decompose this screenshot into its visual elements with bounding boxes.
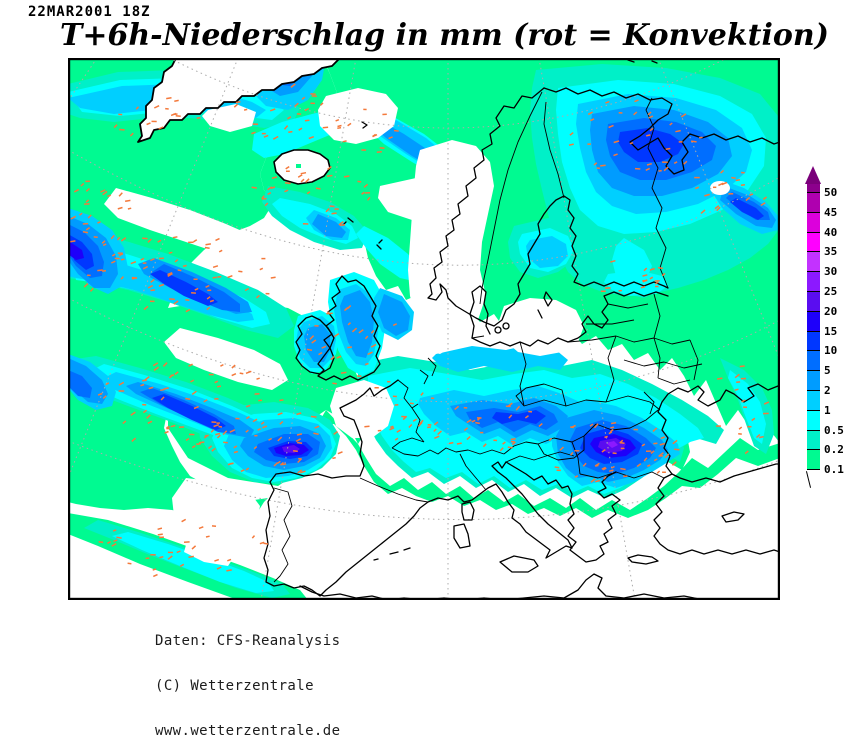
legend-value-label: 15 (824, 326, 837, 337)
page-title: T+6h-Niederschlag in mm (rot = Konvektio… (60, 18, 788, 53)
legend-overflow-arrow-icon (805, 166, 821, 184)
legend-segment (807, 292, 820, 311)
legend-value-label: 50 (824, 187, 837, 198)
legend-value-label: 30 (824, 266, 837, 277)
weather-map-page: { "header": { "datetime": "22MAR2001 18Z… (0, 0, 850, 657)
footer-copyright: (C) Wetterzentrale (155, 679, 340, 694)
legend-segment (807, 351, 820, 370)
legend-segment (807, 450, 820, 469)
legend-segment (807, 213, 820, 232)
legend-value-label: 35 (824, 246, 837, 257)
color-scale-legend: 50 45 40 35 30 25 20 15 10 5 2 1 0.5 0.2 0.1 (790, 158, 850, 503)
legend-tail-line (806, 471, 811, 488)
legend-value-label: 40 (824, 227, 837, 238)
legend-value-label: 2 (824, 385, 831, 396)
map-canvas (68, 58, 780, 600)
legend-value-label: 0.1 (824, 464, 844, 475)
legend-value-label: 10 (824, 345, 837, 356)
legend-segment (807, 391, 820, 410)
legend-value-label: 20 (824, 306, 837, 317)
legend-segment (807, 272, 820, 291)
legend-segment (807, 252, 820, 271)
legend-value-label: 5 (824, 365, 831, 376)
legend-segment (807, 431, 820, 450)
attribution-footer: Daten: CFS-Reanalysis (C) Wetterzentrale… (155, 604, 340, 754)
legend-value-label: 0.2 (824, 444, 844, 455)
legend-segment (807, 193, 820, 212)
precipitation-map (68, 58, 780, 600)
legend-segment (807, 371, 820, 390)
legend-segment (807, 233, 820, 252)
footer-url: www.wetterzentrale.de (155, 724, 340, 739)
legend-value-label: 25 (824, 286, 837, 297)
legend-segment (807, 411, 820, 430)
legend-value-label: 45 (824, 207, 837, 218)
legend-value-label: 1 (824, 405, 831, 416)
footer-data-source: Daten: CFS-Reanalysis (155, 634, 340, 649)
legend-segment (807, 332, 820, 351)
legend-segment-overflow (807, 184, 820, 192)
legend-value-label: 0.5 (824, 425, 844, 436)
legend-tick (807, 469, 820, 470)
legend-segment (807, 312, 820, 331)
